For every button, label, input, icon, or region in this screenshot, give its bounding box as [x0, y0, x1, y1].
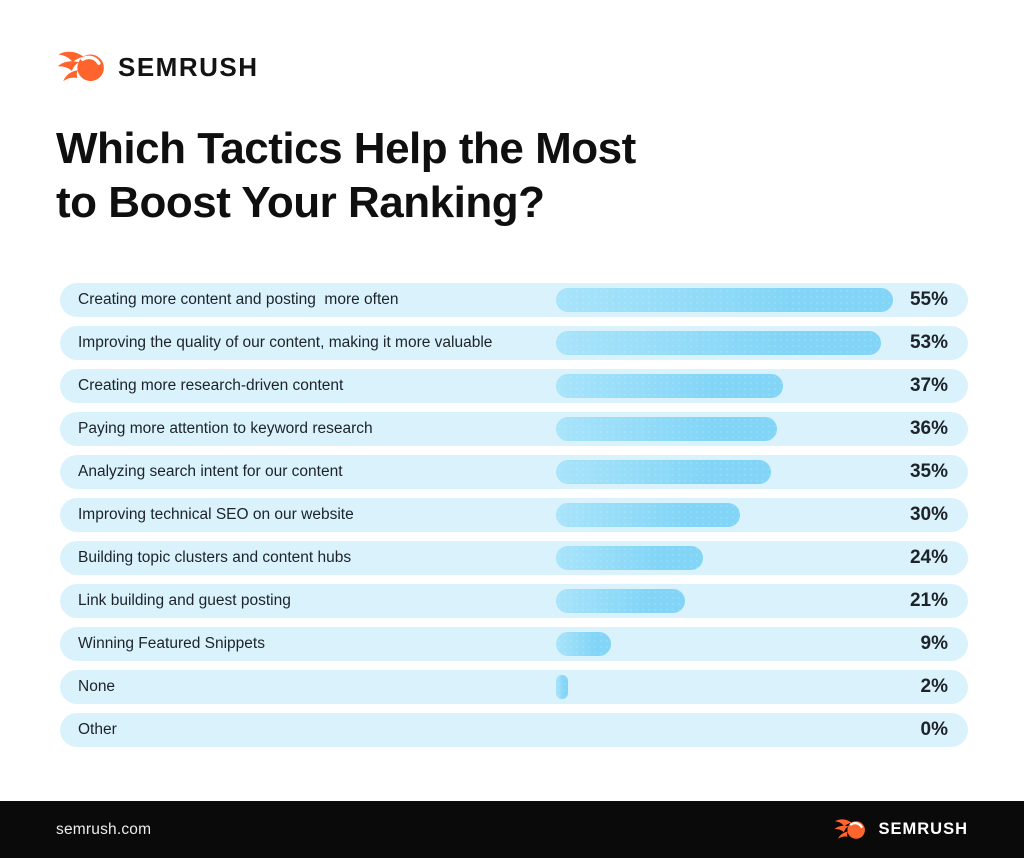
bar-row-value: 37% — [909, 375, 948, 396]
chart-title-line2: to Boost Your Ranking? — [56, 178, 545, 227]
brand-header: SEMRUSH — [57, 48, 259, 91]
bar — [556, 675, 568, 699]
bar-row-value: 0% — [920, 719, 948, 740]
bar-row-value: 55% — [909, 289, 948, 310]
bar-row-value: 35% — [909, 461, 948, 482]
bar-chart: Creating more content and posting more o… — [60, 283, 968, 756]
footer-semrush-wordmark: SEMRUSH — [878, 820, 968, 838]
bar-row: Winning Featured Snippets 9% — [60, 627, 968, 661]
bar-row-label: Improving the quality of our content, ma… — [78, 334, 493, 351]
bar-row-label: Analyzing search intent for our content — [78, 463, 343, 480]
bar-row-value: 9% — [920, 633, 948, 654]
footer-site-url: semrush.com — [56, 820, 152, 838]
bar-row-label: Paying more attention to keyword researc… — [78, 420, 373, 437]
bar — [556, 632, 611, 656]
bar — [556, 546, 703, 570]
semrush-logo-icon — [835, 819, 866, 839]
bar — [556, 589, 685, 613]
bar-row-value: 24% — [909, 547, 948, 568]
bar — [556, 288, 893, 312]
bar — [556, 374, 783, 398]
bar-row: Link building and guest posting 21% — [60, 584, 968, 618]
bar-row-value: 53% — [909, 332, 948, 353]
footer-bar: semrush.com SEMRUSH — [0, 801, 1024, 858]
bar-row-value: 30% — [909, 504, 948, 525]
bar-row: Building topic clusters and content hubs… — [60, 541, 968, 575]
bar-row-label: Creating more content and posting more o… — [78, 291, 399, 308]
bar-row: Improving technical SEO on our website 3… — [60, 498, 968, 532]
bar-row-label: Building topic clusters and content hubs — [78, 549, 352, 566]
footer-semrush-logo: SEMRUSH — [834, 817, 968, 842]
semrush-logo-icon — [57, 51, 104, 82]
bar-row-label: Other — [78, 721, 117, 738]
bar — [556, 331, 881, 355]
bar-row-value: 21% — [909, 590, 948, 611]
bar-row-label: None — [78, 678, 116, 695]
bar — [556, 460, 771, 484]
bar-row: Creating more content and posting more o… — [60, 283, 968, 317]
semrush-wordmark: SEMRUSH — [118, 51, 259, 82]
chart-title-line1: Which Tactics Help the Most — [56, 124, 636, 173]
bar-row-label: Link building and guest posting — [78, 592, 291, 609]
bar-row-label: Improving technical SEO on our website — [78, 506, 354, 523]
bar-row: Improving the quality of our content, ma… — [60, 326, 968, 360]
bar-row-label: Creating more research-driven content — [78, 377, 344, 394]
bar-row-value: 36% — [909, 418, 948, 439]
semrush-logo: SEMRUSH — [57, 48, 259, 86]
bar — [556, 417, 777, 441]
bar-row-value: 2% — [920, 676, 948, 697]
bar-row: None 2% — [60, 670, 968, 704]
bar-row: Analyzing search intent for our content … — [60, 455, 968, 489]
bar-row: Creating more research-driven content 37… — [60, 369, 968, 403]
bar-row: Paying more attention to keyword researc… — [60, 412, 968, 446]
chart-title: Which Tactics Help the Most to Boost You… — [56, 122, 636, 230]
bar — [556, 503, 740, 527]
bar-row: Other 0% — [60, 713, 968, 747]
bar-row-label: Winning Featured Snippets — [78, 635, 265, 652]
